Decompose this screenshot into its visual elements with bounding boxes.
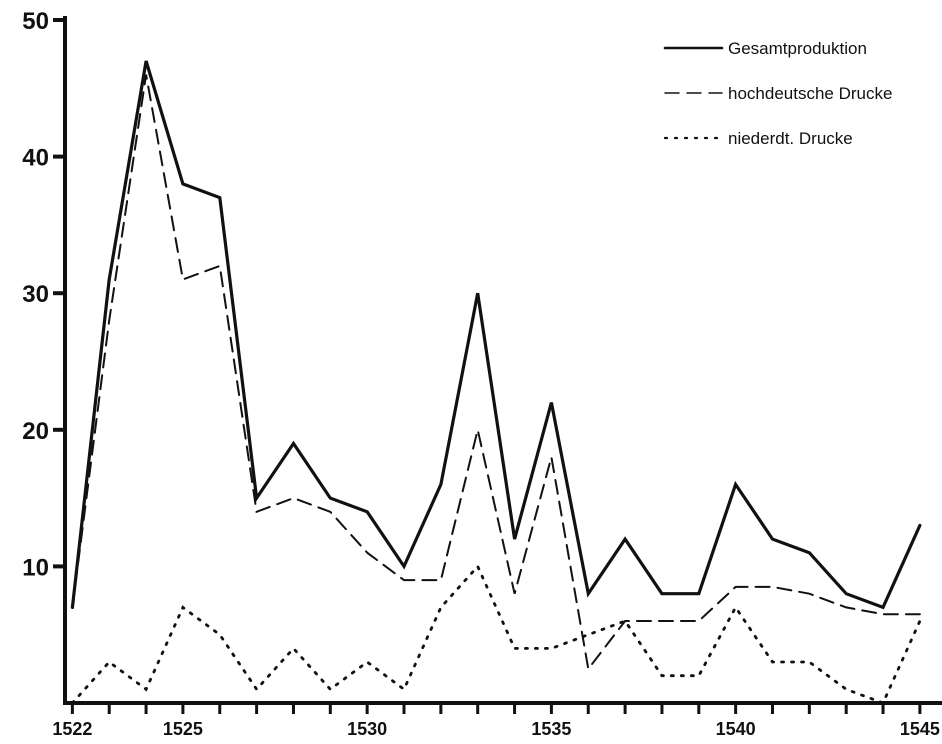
x-ticks: 1522 1525 1530 1535 1540 1545 [52,703,940,739]
y-tick-label: 20 [22,418,49,445]
series-line-3 [71,563,922,705]
x-tick-label: 1535 [531,719,571,739]
legend-label: hochdeutsche Drucke [728,84,892,103]
y-tick-label: 40 [22,145,49,172]
legend-label: niederdt. Drucke [728,129,853,148]
y-tick-label: 50 [22,8,49,35]
legend-label: Gesamtproduktion [728,39,867,58]
axes [63,16,942,705]
legend: Gesamtproduktion hochdeutsche Drucke niede… [663,39,892,148]
x-tick-label: 1530 [347,719,387,739]
y-tick-label: 10 [22,554,49,581]
x-tick-label: 1545 [900,719,940,739]
y-tick-label: 30 [22,281,49,308]
x-tick-label: 1540 [716,719,756,739]
series-line-1 [70,60,922,610]
x-tick-label: 1525 [163,719,203,739]
series-line-2 [71,74,921,672]
series-lines [70,60,922,705]
y-ticks: 10 20 30 40 50 [22,8,65,581]
x-tick-label: 1522 [52,719,92,739]
